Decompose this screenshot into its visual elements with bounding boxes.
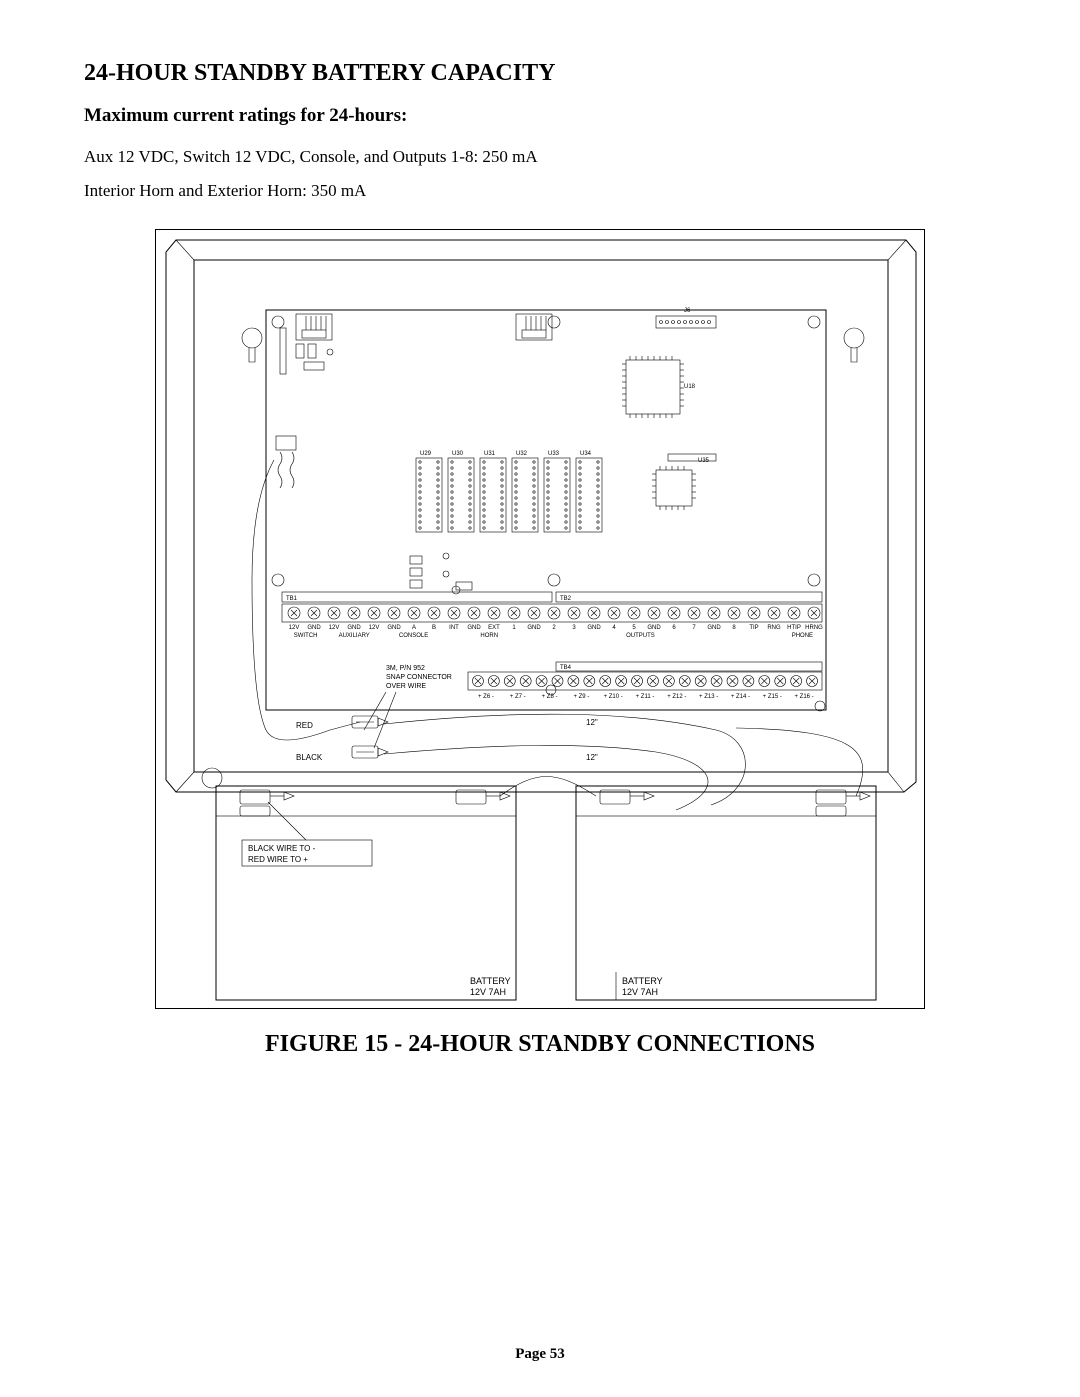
svg-text:OUTPUTS: OUTPUTS: [626, 633, 655, 639]
wirelen-2: 12": [586, 753, 598, 762]
svg-text:12V 7AH: 12V 7AH: [622, 987, 658, 997]
svg-text:CONSOLE: CONSOLE: [399, 633, 428, 639]
tb1-labels: 12V GND 12V GND 12V GND A B INT GND EXT 1 GND 2 3 GND 4 5…: [289, 625, 824, 631]
rating-line-2: Interior Horn and Exterior Horn: 350 mA: [84, 181, 996, 201]
figure-box: J6: [155, 229, 925, 1009]
svg-text:U31: U31: [484, 451, 496, 457]
svg-text:+ Z8 -: + Z8 -: [542, 694, 558, 700]
svg-text:+ Z16 -: + Z16 -: [794, 694, 813, 700]
svg-text:SNAP CONNECTOR: SNAP CONNECTOR: [386, 674, 452, 681]
svg-text:GND: GND: [587, 625, 601, 631]
rj-connector-left: [296, 314, 332, 340]
tb4-label: TB4: [560, 665, 572, 671]
svg-text:6: 6: [672, 625, 676, 631]
battery-1: BLACK WIRE TO - RED WIRE TO + BATTERY 12…: [216, 786, 516, 1000]
wiring-diagram-svg: J6: [156, 230, 926, 1010]
figure-caption: FIGURE 15 - 24-HOUR STANDBY CONNECTIONS: [84, 1031, 996, 1058]
svg-text:GND: GND: [707, 625, 721, 631]
coil-icon: [276, 436, 296, 488]
svg-text:BLACK WIRE TO -: BLACK WIRE TO -: [248, 844, 316, 853]
svg-text:12V: 12V: [369, 625, 380, 631]
svg-text:OVER WIRE: OVER WIRE: [386, 683, 426, 690]
rating-line-1: Aux 12 VDC, Switch 12 VDC, Console, and …: [84, 147, 996, 167]
svg-text:12V: 12V: [329, 625, 340, 631]
svg-text:3M, P/N 952: 3M, P/N 952: [386, 665, 425, 672]
tb1-group-labels: SWITCH AUXILIARY CONSOLE HORN OUTPUTS PHONE: [294, 633, 813, 639]
svg-text:3: 3: [572, 625, 576, 631]
chip-u35: U35: [652, 454, 716, 510]
svg-text:GND: GND: [307, 625, 321, 631]
svg-text:BATTERY: BATTERY: [470, 976, 511, 986]
svg-text:4: 4: [612, 625, 616, 631]
svg-text:+ Z9 -: + Z9 -: [573, 694, 589, 700]
svg-text:+ Z12 -: + Z12 -: [667, 694, 686, 700]
tb2-screws: [472, 676, 817, 687]
dip-row: U29 U30 U31 U32 U33 U34: [416, 451, 602, 532]
svg-text:TIP: TIP: [749, 625, 758, 631]
svg-text:EXT: EXT: [488, 625, 500, 631]
svg-text:+ Z13 -: + Z13 -: [699, 694, 718, 700]
svg-text:+ Z11 -: + Z11 -: [636, 694, 655, 700]
svg-text:PHONE: PHONE: [792, 633, 813, 639]
svg-text:U30: U30: [452, 451, 464, 457]
svg-text:U32: U32: [516, 451, 528, 457]
svg-text:HRNG: HRNG: [805, 625, 823, 631]
svg-text:AUXILIARY: AUXILIARY: [339, 633, 370, 639]
terminal-row-2: [468, 672, 822, 690]
svg-text:2: 2: [552, 625, 556, 631]
page-heading: 24-HOUR STANDBY BATTERY CAPACITY: [84, 60, 996, 87]
tb2-labels: + Z6 - + Z7 - + Z8 - + Z9 - + Z10 - + Z11 - + …: [478, 694, 814, 700]
black-label: BLACK: [296, 753, 323, 762]
svg-text:12V 7AH: 12V 7AH: [470, 987, 506, 997]
svg-text:HORN: HORN: [480, 633, 498, 639]
svg-text:INT: INT: [449, 625, 459, 631]
svg-text:GND: GND: [647, 625, 661, 631]
svg-text:GND: GND: [527, 625, 541, 631]
pcb: J6: [242, 308, 864, 711]
chip-u18: U18: [622, 356, 696, 418]
page-root: 24-HOUR STANDBY BATTERY CAPACITY Maximum…: [0, 0, 1080, 1397]
snap-connector-note: 3M, P/N 952 SNAP CONNECTOR OVER WIRE: [364, 665, 452, 748]
svg-text:B: B: [432, 625, 436, 631]
svg-text:A: A: [412, 625, 416, 631]
header-j6: J6: [656, 308, 716, 328]
svg-text:1: 1: [512, 625, 516, 631]
batteries: BLACK WIRE TO - RED WIRE TO + BATTERY 12…: [216, 728, 876, 1000]
svg-text:U33: U33: [548, 451, 560, 457]
svg-text:HTIP: HTIP: [787, 625, 801, 631]
j6-label: J6: [684, 308, 691, 314]
svg-text:5: 5: [632, 625, 636, 631]
red-label: RED: [296, 721, 313, 730]
svg-text:GND: GND: [347, 625, 361, 631]
wirelen-1: 12": [586, 718, 598, 727]
svg-text:RED WIRE TO +: RED WIRE TO +: [248, 855, 308, 864]
battery-2: BATTERY 12V 7AH: [576, 786, 876, 1000]
svg-text:+ Z14 -: + Z14 -: [731, 694, 750, 700]
figure-wrap: J6: [84, 229, 996, 1009]
page-number: Page 53: [0, 1346, 1080, 1363]
tb2-label: TB2: [560, 596, 572, 602]
svg-text:12V: 12V: [289, 625, 300, 631]
svg-text:GND: GND: [467, 625, 481, 631]
svg-text:+ Z7 -: + Z7 -: [510, 694, 526, 700]
svg-text:RNG: RNG: [767, 625, 781, 631]
svg-text:U34: U34: [580, 451, 592, 457]
svg-text:SWITCH: SWITCH: [294, 633, 318, 639]
tb1-label: TB1: [286, 596, 298, 602]
svg-text:7: 7: [692, 625, 696, 631]
tb1-screws: [288, 607, 820, 619]
u18-label: U18: [684, 384, 696, 390]
misc-parts-tl: [280, 328, 333, 374]
option-boxes: [410, 553, 472, 594]
svg-text:BATTERY: BATTERY: [622, 976, 663, 986]
svg-text:+ Z6 -: + Z6 -: [478, 694, 494, 700]
page-subheading: Maximum current ratings for 24-hours:: [84, 105, 996, 127]
rj-connector-mid: [516, 314, 552, 340]
svg-text:U29: U29: [420, 451, 432, 457]
svg-text:+ Z15 -: + Z15 -: [763, 694, 782, 700]
svg-text:+ Z10 -: + Z10 -: [604, 694, 623, 700]
terminal-row-1: [282, 604, 822, 622]
svg-text:GND: GND: [387, 625, 401, 631]
svg-text:8: 8: [732, 625, 736, 631]
